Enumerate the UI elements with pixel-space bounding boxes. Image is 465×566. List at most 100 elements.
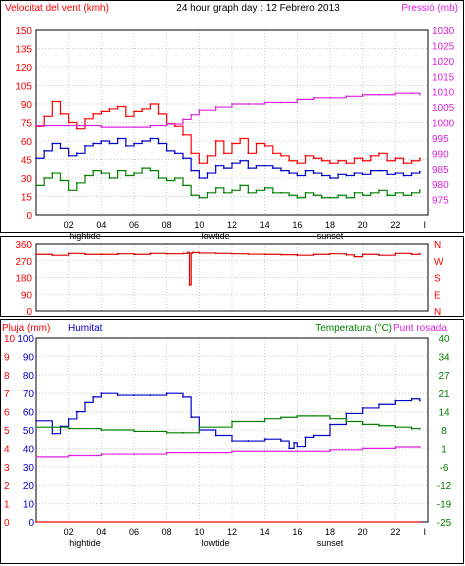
direction-series-point <box>100 253 103 256</box>
plot-area <box>35 29 429 216</box>
pressure-y-tick: 1010 <box>432 88 455 99</box>
direction-y-tick: 360 <box>15 240 32 251</box>
temperature-series-point <box>100 429 103 431</box>
compass-label: S <box>434 274 441 285</box>
x-tick-label: 22 <box>390 220 400 230</box>
direction-series-point <box>378 254 380 257</box>
x-tick-label: 04 <box>96 527 106 537</box>
avg-series-point <box>337 173 340 176</box>
humidity-y-tick: 10 <box>23 500 35 511</box>
avg-series-point <box>271 167 274 170</box>
direction-series-point <box>296 254 299 257</box>
pressure-series-point <box>100 126 103 129</box>
avg-series-point <box>67 154 70 157</box>
direction-y-tick: 180 <box>15 274 32 285</box>
direction-series-point <box>133 253 135 256</box>
rain-y-tick: 2 <box>4 481 10 492</box>
avg-series-point <box>157 142 160 145</box>
min-series-point <box>173 177 176 179</box>
gust-series-point <box>320 159 323 162</box>
gust-series-point <box>418 157 421 160</box>
direction-series-point <box>190 252 193 255</box>
humidity-series-point <box>133 394 135 396</box>
gust-series-point <box>141 108 144 110</box>
direction-series-point <box>263 253 266 256</box>
x-tick-label: 20 <box>358 527 368 537</box>
avg-series-point <box>239 159 242 162</box>
plot-area <box>35 243 429 312</box>
min-series-point <box>386 194 389 197</box>
temperature-series-point <box>67 427 70 430</box>
x-tick-label: 06 <box>129 527 139 537</box>
direction-series-point <box>280 253 282 256</box>
direction-series-point <box>329 252 331 255</box>
direction-series-point <box>67 252 70 255</box>
wind-y-tick: 15 <box>21 193 33 204</box>
avg-series-point <box>116 137 119 140</box>
temperature-series-point <box>165 431 168 434</box>
x-tick-label: 16 <box>292 527 302 537</box>
min-series-point <box>141 167 144 170</box>
gust-series-point <box>206 154 209 157</box>
x-tick-label: 18 <box>325 527 335 537</box>
x-tick-label: 02 <box>64 220 74 230</box>
avg-series-point <box>255 164 258 167</box>
avg-series-point <box>345 174 348 177</box>
avg-series-point <box>182 157 184 160</box>
temperature-y-tick: 34 <box>438 352 450 363</box>
temperature-series-point <box>296 414 299 417</box>
gust-series-point <box>312 157 315 160</box>
pressure-series-point <box>345 95 348 98</box>
humidity-series-point <box>296 445 299 448</box>
wind-panel-frame <box>0 0 464 233</box>
humidity-series-point <box>84 401 86 404</box>
event-marker-label: sunset <box>317 231 344 241</box>
pressure-y-tick: 1020 <box>432 57 455 68</box>
gust-series-point <box>337 159 340 162</box>
gust-series-point <box>288 159 291 162</box>
humidity-series-point <box>288 447 291 450</box>
gust-series-point <box>157 112 160 115</box>
dewpoint-series-point <box>133 453 135 455</box>
rain-series-point <box>35 521 37 523</box>
avg-series-point <box>92 142 95 145</box>
x-tick-label: 16 <box>292 220 302 230</box>
temperature-series-point <box>361 423 364 426</box>
dewpoint-series-point <box>165 451 168 454</box>
gust-series-point <box>263 145 266 147</box>
avg-series-point <box>361 173 364 176</box>
rain-y-tick: 5 <box>4 426 10 437</box>
avg-series-point <box>369 169 372 172</box>
min-series-point <box>92 169 95 172</box>
rain-y-tick: 7 <box>4 389 10 400</box>
avg-series-point <box>280 169 282 172</box>
humidity-series-point <box>149 394 152 396</box>
avg-series-point <box>149 137 152 140</box>
humidity-series-point <box>100 392 103 395</box>
temperature-y-tick: 1 <box>441 444 447 455</box>
direction-series-point <box>188 284 191 286</box>
humidity-axis-title: Humitat <box>68 323 103 334</box>
gust-series-point <box>108 108 111 110</box>
compass-label: N <box>434 307 441 318</box>
direction-series-point <box>410 253 413 256</box>
humidity-series-point <box>92 395 95 398</box>
humidity-series-point <box>361 407 364 409</box>
compass-label: E <box>434 290 441 301</box>
gust-series-point <box>410 159 413 162</box>
humidity-series-point <box>345 412 348 415</box>
temperature-y-tick: -12 <box>437 481 452 492</box>
direction-series-point <box>247 253 250 255</box>
gust-series-point <box>84 117 86 120</box>
x-tick-label: 02 <box>64 527 74 537</box>
pressure-series-point <box>418 93 421 96</box>
min-series-point <box>247 191 250 194</box>
avg-series-point <box>402 174 405 177</box>
dewpoint-series-point <box>263 450 266 453</box>
pressure-series-point <box>410 92 413 95</box>
min-series-point <box>394 191 397 194</box>
compass-label: N <box>434 240 441 251</box>
gust-series-point <box>280 154 282 157</box>
min-series-point <box>84 174 86 177</box>
humidity-series-point <box>263 438 266 441</box>
